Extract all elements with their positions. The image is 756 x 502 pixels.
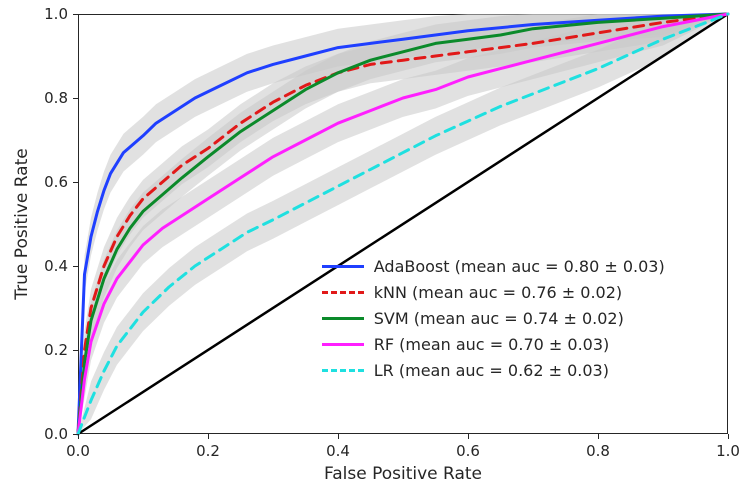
- legend-label-adaboost: AdaBoost (mean auc = 0.80 ± 0.03): [374, 257, 665, 276]
- ytick-mark: [73, 14, 78, 15]
- ytick-mark: [73, 182, 78, 183]
- legend-label-lr: LR (mean auc = 0.62 ± 0.03): [374, 361, 609, 380]
- legend-label-rf: RF (mean auc = 0.70 ± 0.03): [374, 335, 610, 354]
- xtick-label: 0.8: [586, 442, 610, 460]
- legend-label-knn: kNN (mean auc = 0.76 ± 0.02): [374, 283, 622, 302]
- ytick-mark: [73, 266, 78, 267]
- legend-row-lr: LR (mean auc = 0.62 ± 0.03): [322, 357, 665, 383]
- ytick-label: 0.0: [44, 425, 68, 443]
- ytick-mark: [73, 434, 78, 435]
- ytick-mark: [73, 98, 78, 99]
- xtick-mark: [338, 434, 339, 439]
- xtick-label: 0.6: [456, 442, 480, 460]
- ytick-mark: [73, 350, 78, 351]
- ytick-label: 0.2: [44, 341, 68, 359]
- ytick-label: 0.4: [44, 257, 68, 275]
- legend-label-svm: SVM (mean auc = 0.74 ± 0.02): [374, 309, 624, 328]
- legend-swatch-adaboost: [322, 265, 364, 268]
- legend-row-knn: kNN (mean auc = 0.76 ± 0.02): [322, 279, 665, 305]
- xtick-mark: [728, 434, 729, 439]
- xtick-mark: [598, 434, 599, 439]
- y-axis-label: True Positive Rate: [12, 148, 32, 299]
- ytick-label: 0.6: [44, 173, 68, 191]
- legend-swatch-lr: [322, 369, 364, 372]
- legend-row-adaboost: AdaBoost (mean auc = 0.80 ± 0.03): [322, 253, 665, 279]
- legend: AdaBoost (mean auc = 0.80 ± 0.03) kNN (me…: [322, 253, 665, 383]
- roc-figure: False Positive Rate True Positive Rate A…: [0, 0, 756, 502]
- legend-row-svm: SVM (mean auc = 0.74 ± 0.02): [322, 305, 665, 331]
- xtick-mark: [78, 434, 79, 439]
- x-axis-label: False Positive Rate: [324, 464, 482, 484]
- legend-swatch-svm: [322, 317, 364, 320]
- xtick-mark: [468, 434, 469, 439]
- legend-swatch-rf: [322, 343, 364, 346]
- xtick-label: 0.0: [66, 442, 90, 460]
- ytick-label: 0.8: [44, 89, 68, 107]
- ytick-label: 1.0: [44, 5, 68, 23]
- xtick-label: 0.2: [196, 442, 220, 460]
- xtick-label: 1.0: [716, 442, 740, 460]
- legend-swatch-knn: [322, 291, 364, 294]
- xtick-mark: [208, 434, 209, 439]
- xtick-label: 0.4: [326, 442, 350, 460]
- legend-row-rf: RF (mean auc = 0.70 ± 0.03): [322, 331, 665, 357]
